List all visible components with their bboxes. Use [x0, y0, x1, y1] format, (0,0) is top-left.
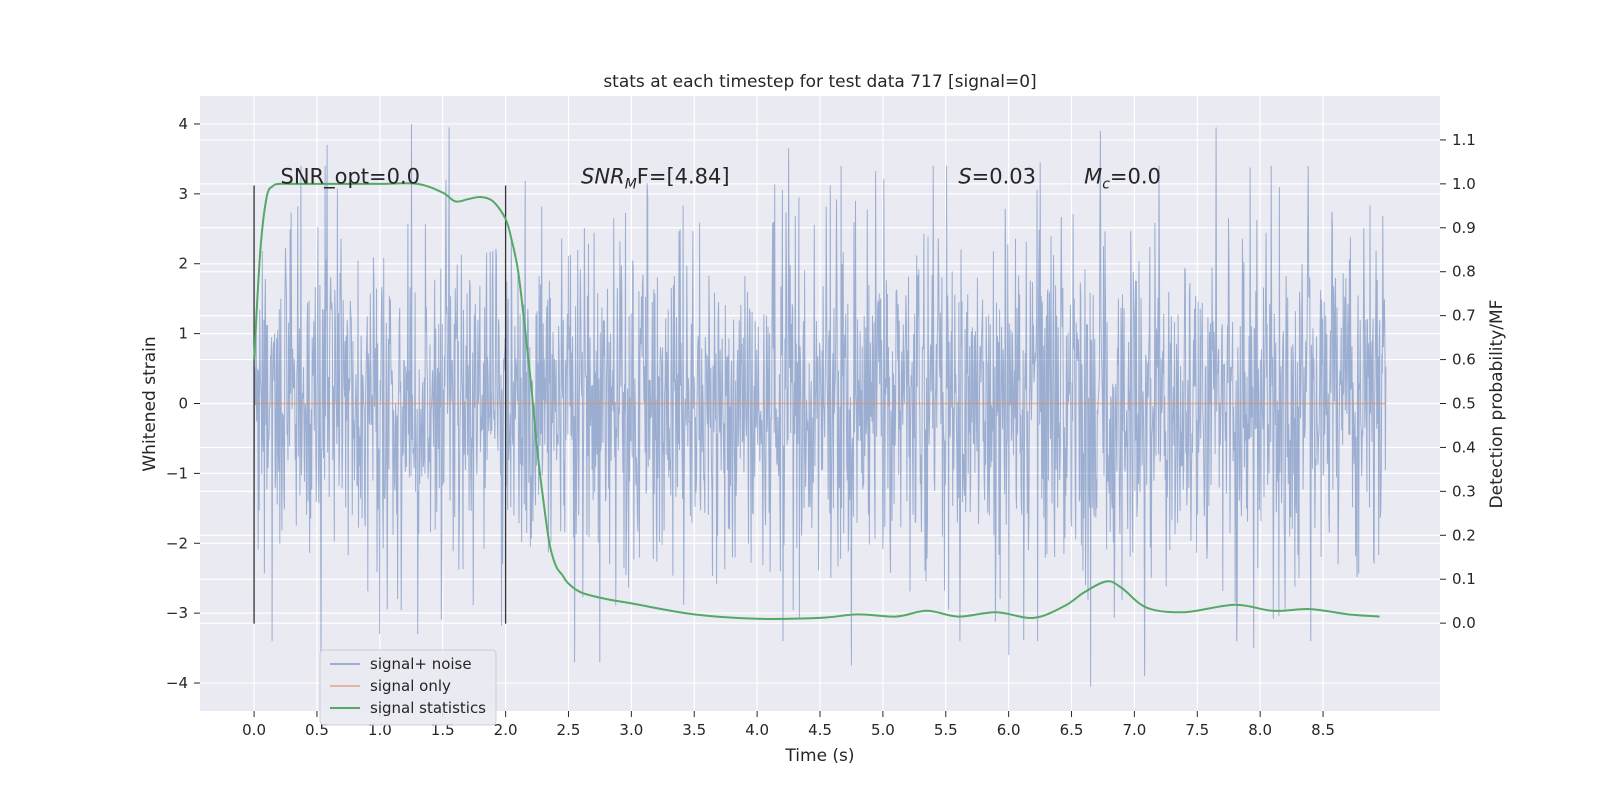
y-right-tick-label: 0.5 [1452, 395, 1476, 413]
y-right-tick-label: 0.6 [1452, 351, 1476, 369]
y-right-tick-label: 0.1 [1452, 570, 1476, 588]
y-right-tick-label: 1.0 [1452, 175, 1476, 193]
x-tick-label: 4.5 [808, 721, 832, 739]
x-axis: 0.0 0.5 1.0 1.5 2.0 2.5 3.0 3.5 4.0 4.5 5.0 5.5 6.0 6… [242, 711, 1335, 739]
y-right-tick-label: 1.1 [1452, 131, 1476, 149]
x-axis-label: Time (s) [784, 746, 854, 766]
x-tick-label: 3.5 [682, 721, 706, 739]
series-line-signal-statistics [253, 182, 1380, 620]
y-axis-right: 0.0 0.1 0.2 0.3 0.4 0.5 0.6 0.7 0.8 0.9 1.0 1.1 [1440, 131, 1476, 632]
y-right-tick-label: 0.7 [1452, 307, 1476, 325]
x-tick-label: 0.0 [242, 721, 266, 739]
legend-box [319, 649, 497, 726]
x-tick-label: 4.0 [745, 721, 769, 739]
y-tick-label: 0 [178, 395, 188, 413]
x-tick-label: 7.0 [1122, 721, 1146, 739]
y-right-tick-label: 0.8 [1452, 263, 1476, 281]
series-signal-statistics [253, 182, 1380, 620]
y-right-tick-label: 0.2 [1452, 526, 1476, 544]
y-tick-label: −4 [166, 674, 188, 692]
y-tick-label: 4 [178, 115, 188, 133]
y-axis-label: Whitened strain [140, 336, 160, 471]
annotation-s-value: S=0.03 [958, 164, 1036, 188]
y-tick-label: 3 [178, 185, 188, 203]
legend-label-signal-noise: signal+ noise [370, 655, 472, 673]
annotation-snr-mf: SNRMF=[4.84] [581, 164, 730, 192]
x-tick-label: 2.0 [494, 721, 518, 739]
x-tick-label: 3.0 [619, 721, 643, 739]
y-axis-right-label: Detection probability/MF [1487, 300, 1507, 509]
annotations: SNR_opt=0.0 SNRMF=[4.84] S=0.03 Mc=0.0 [280, 164, 1160, 192]
y-tick-label: 2 [178, 255, 188, 273]
y-right-tick-label: 0.9 [1452, 219, 1476, 237]
y-right-tick-label: 0.0 [1452, 614, 1476, 632]
y-tick-label: −2 [166, 534, 188, 552]
x-tick-label: 8.5 [1311, 721, 1335, 739]
y-right-tick-label: 0.4 [1452, 438, 1476, 456]
vertical-markers [253, 185, 507, 624]
legend-label-signal-only: signal only [370, 677, 451, 695]
x-tick-label: 5.5 [934, 721, 958, 739]
legend-label-signal-statistics: signal statistics [370, 699, 486, 717]
series-line-signal-noise [253, 123, 1387, 687]
x-tick-label: 7.5 [1185, 721, 1209, 739]
x-tick-label: 2.5 [557, 721, 581, 739]
legend: signal+ noise signal only signal statist… [319, 649, 497, 726]
annotation-mc-value: Mc=0.0 [1084, 164, 1161, 192]
y-axis-left: −4 −3 −2 −1 0 1 2 3 4 [166, 115, 200, 692]
y-right-tick-label: 0.3 [1452, 482, 1476, 500]
x-tick-label: 0.5 [305, 721, 329, 739]
series-signal-noise [253, 123, 1387, 687]
y-tick-label: −1 [166, 464, 188, 482]
y-tick-label: −3 [166, 604, 188, 622]
x-tick-label: 5.0 [871, 721, 895, 739]
x-tick-label: 8.0 [1248, 721, 1272, 739]
x-tick-label: 6.0 [997, 721, 1021, 739]
chart-title: stats at each timestep for test data 717… [603, 72, 1036, 92]
annotation-snr-opt: SNR_opt=0.0 [280, 164, 420, 189]
x-tick-label: 6.5 [1060, 721, 1084, 739]
y-tick-label: 1 [178, 325, 188, 343]
